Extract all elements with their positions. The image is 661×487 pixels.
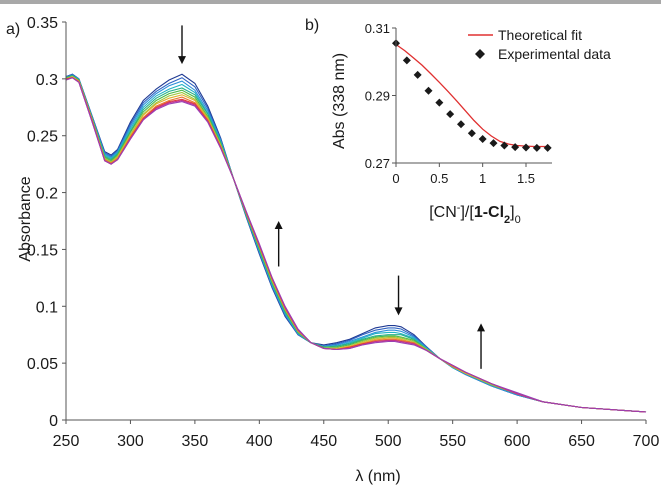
data-point xyxy=(490,139,498,147)
inset-x-axis-label: [CN-]/[1-Cl2]0 xyxy=(429,202,521,226)
panel-label-a: a) xyxy=(6,21,20,38)
main-y-tick-label: 0.35 xyxy=(27,15,58,32)
spectrum-line-1 xyxy=(66,74,646,412)
main-y-tick-label: 0 xyxy=(49,413,58,430)
spectrum-line-10 xyxy=(66,78,646,412)
main-x-ticks: 250 300 350 400 450 500 550 600 650 700 xyxy=(53,420,660,450)
inset-x-ticks: 0 0.5 1 1.5 xyxy=(392,163,535,186)
main-x-tick-label: 450 xyxy=(310,433,337,450)
data-point xyxy=(435,99,443,107)
main-axes xyxy=(66,22,646,420)
inset-x-label-part: ]/[ xyxy=(460,204,474,221)
main-y-axis-label: Absorbance xyxy=(17,176,34,261)
inset-x-tick-label: 1 xyxy=(479,171,486,186)
main-x-tick-label: 650 xyxy=(568,433,595,450)
main-y-tick-label: 0.2 xyxy=(36,186,58,203)
inset-x-tick-label: 1.5 xyxy=(517,171,535,186)
inset-x-label-part: 0 xyxy=(515,214,521,226)
trend-arrow-head-2 xyxy=(275,221,283,229)
data-point xyxy=(425,87,433,95)
inset-chart: b) 0 0.5 1 1.5 0.27 0.29 0.31 Abs (338 nm) [C… xyxy=(305,17,611,226)
main-x-tick-label: 600 xyxy=(504,433,531,450)
trend-arrow-head-4 xyxy=(477,323,485,331)
main-y-tick-label: 0.25 xyxy=(27,129,58,146)
spectrum-line-11 xyxy=(66,78,646,412)
inset-y-tick-label: 0.29 xyxy=(365,89,390,104)
main-x-tick-label: 300 xyxy=(117,433,144,450)
inset-y-ticks: 0.27 0.29 0.31 xyxy=(365,21,396,171)
trend-arrow-head-1 xyxy=(178,56,186,64)
inset-x-label-part: [CN xyxy=(429,204,457,221)
spectrum-line-5 xyxy=(66,75,646,412)
data-point xyxy=(403,56,411,64)
data-point xyxy=(414,71,422,79)
data-point xyxy=(533,144,541,152)
inset-y-tick-label: 0.31 xyxy=(365,21,390,36)
inset-x-tick-label: 0 xyxy=(392,171,399,186)
data-point xyxy=(500,141,508,149)
main-x-tick-label: 250 xyxy=(53,433,80,450)
legend-entry-theoretical-fit: Theoretical fit xyxy=(498,27,582,43)
data-point xyxy=(544,144,552,152)
spectrum-line-3 xyxy=(66,75,646,412)
panel-label-b: b) xyxy=(305,17,319,34)
spectrum-line-2 xyxy=(66,74,646,412)
spectrum-line-6 xyxy=(66,77,646,412)
legend-entry-experimental-data: Experimental data xyxy=(498,46,611,62)
data-point xyxy=(479,135,487,143)
spectrum-line-4 xyxy=(66,75,646,412)
main-x-axis-label: λ (nm) xyxy=(355,468,400,485)
inset-y-axis-label: Abs (338 nm) xyxy=(331,53,348,149)
inset-x-tick-label: 0.5 xyxy=(430,171,448,186)
main-x-tick-label: 550 xyxy=(439,433,466,450)
main-x-tick-label: 500 xyxy=(375,433,402,450)
inset-legend: Theoretical fit Experimental data xyxy=(468,27,611,62)
main-x-tick-label: 350 xyxy=(182,433,209,450)
main-x-tick-label: 700 xyxy=(633,433,660,450)
data-point xyxy=(468,129,476,137)
trend-arrow-head-3 xyxy=(395,307,403,315)
data-point xyxy=(457,120,465,128)
spectrum-line-9 xyxy=(66,78,646,412)
main-y-tick-label: 0.05 xyxy=(27,356,58,373)
spectrum-line-7 xyxy=(66,77,646,412)
data-point xyxy=(446,110,454,118)
main-x-tick-label: 400 xyxy=(246,433,273,450)
data-point xyxy=(522,143,530,151)
spectrum-line-8 xyxy=(66,77,646,412)
inset-y-tick-label: 0.27 xyxy=(365,156,390,171)
spectrum-line-12 xyxy=(66,78,646,412)
legend-diamond-swatch xyxy=(475,49,485,59)
main-series-group xyxy=(66,74,646,412)
main-y-tick-label: 0.1 xyxy=(36,299,58,316)
inset-x-label-part: 1-Cl xyxy=(474,204,504,221)
main-y-tick-label: 0.3 xyxy=(36,72,58,89)
